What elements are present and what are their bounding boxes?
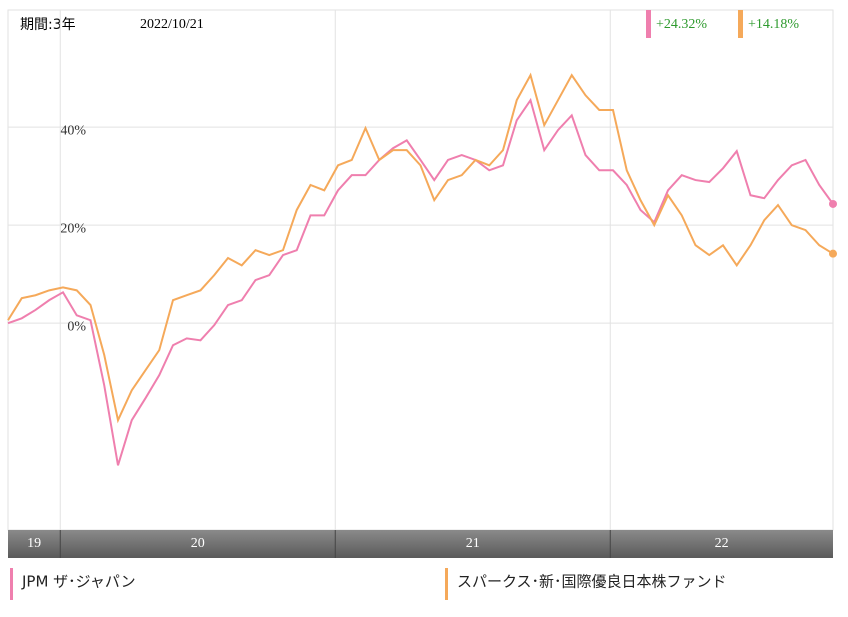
legend-label: JPM ザ･ジャパン xyxy=(21,573,136,591)
year-band xyxy=(8,530,61,558)
legend-label: スパークス･新･国際優良日本株ファンド xyxy=(457,573,727,591)
return-swatch xyxy=(738,10,743,38)
return-label: +14.18% xyxy=(748,17,799,32)
year-label: 20 xyxy=(191,536,205,551)
return-label: +24.32% xyxy=(656,17,707,32)
year-band xyxy=(610,530,833,558)
end-dot xyxy=(829,199,837,208)
plot-area xyxy=(7,9,834,531)
year-band xyxy=(60,530,336,558)
return-swatch xyxy=(646,10,651,38)
legend-swatch xyxy=(10,568,13,600)
legend-swatch xyxy=(445,568,448,600)
year-band xyxy=(335,530,611,558)
year-label: 19 xyxy=(27,536,41,551)
period: 期間:3年 xyxy=(20,17,76,33)
date: 2022/10/21 xyxy=(140,17,204,32)
y-tick-label: 20% xyxy=(60,221,86,236)
end-dot xyxy=(829,249,837,258)
year-label: 21 xyxy=(466,536,480,551)
y-tick-label: 40% xyxy=(60,123,86,138)
series-line xyxy=(7,97,834,466)
y-tick-label: 0% xyxy=(67,319,86,334)
series-line xyxy=(7,72,834,424)
year-label: 22 xyxy=(715,536,729,551)
